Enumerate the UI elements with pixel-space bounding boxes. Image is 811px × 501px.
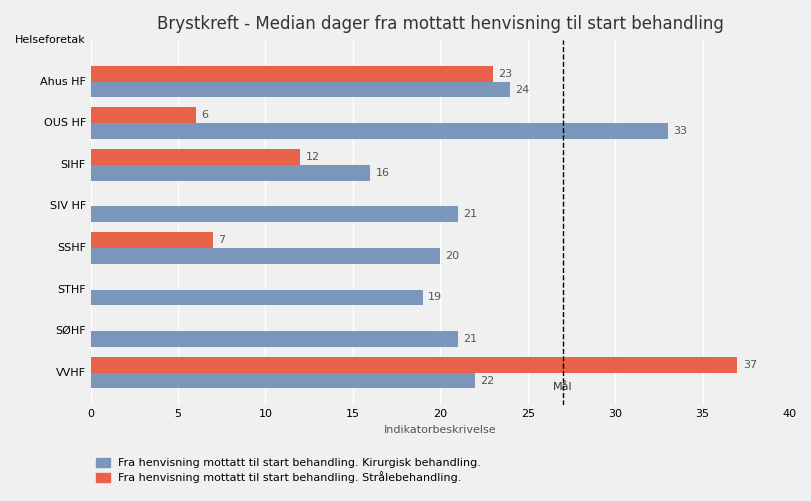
Text: 23: 23: [497, 69, 512, 79]
Bar: [91, 206, 457, 222]
Text: Mål: Mål: [552, 382, 572, 392]
Bar: [91, 149, 300, 165]
Text: 21: 21: [462, 209, 477, 219]
Text: 19: 19: [427, 293, 442, 303]
Bar: [91, 373, 474, 388]
Bar: [91, 82, 509, 98]
Text: 20: 20: [445, 251, 459, 261]
Text: 37: 37: [742, 360, 756, 370]
Text: 33: 33: [672, 126, 686, 136]
Text: 6: 6: [200, 110, 208, 120]
Bar: [91, 66, 492, 82]
Bar: [91, 357, 736, 373]
Text: 24: 24: [515, 85, 529, 95]
Bar: [91, 248, 440, 264]
Text: 12: 12: [305, 152, 320, 162]
Text: 22: 22: [480, 376, 494, 386]
Text: 16: 16: [375, 168, 389, 178]
Bar: [91, 123, 667, 139]
Legend: Fra henvisning mottatt til start behandling. Kirurgisk behandling., Fra henvisni: Fra henvisning mottatt til start behandl…: [96, 457, 481, 483]
Bar: [91, 165, 370, 181]
Bar: [91, 232, 212, 248]
Text: 21: 21: [462, 334, 477, 344]
Text: 7: 7: [218, 235, 225, 245]
Bar: [91, 290, 423, 305]
Bar: [91, 331, 457, 347]
X-axis label: Indikatorbeskrivelse: Indikatorbeskrivelse: [384, 425, 496, 435]
Title: Brystkreft - Median dager fra mottatt henvisning til start behandling: Brystkreft - Median dager fra mottatt he…: [157, 15, 723, 33]
Bar: [91, 107, 195, 123]
